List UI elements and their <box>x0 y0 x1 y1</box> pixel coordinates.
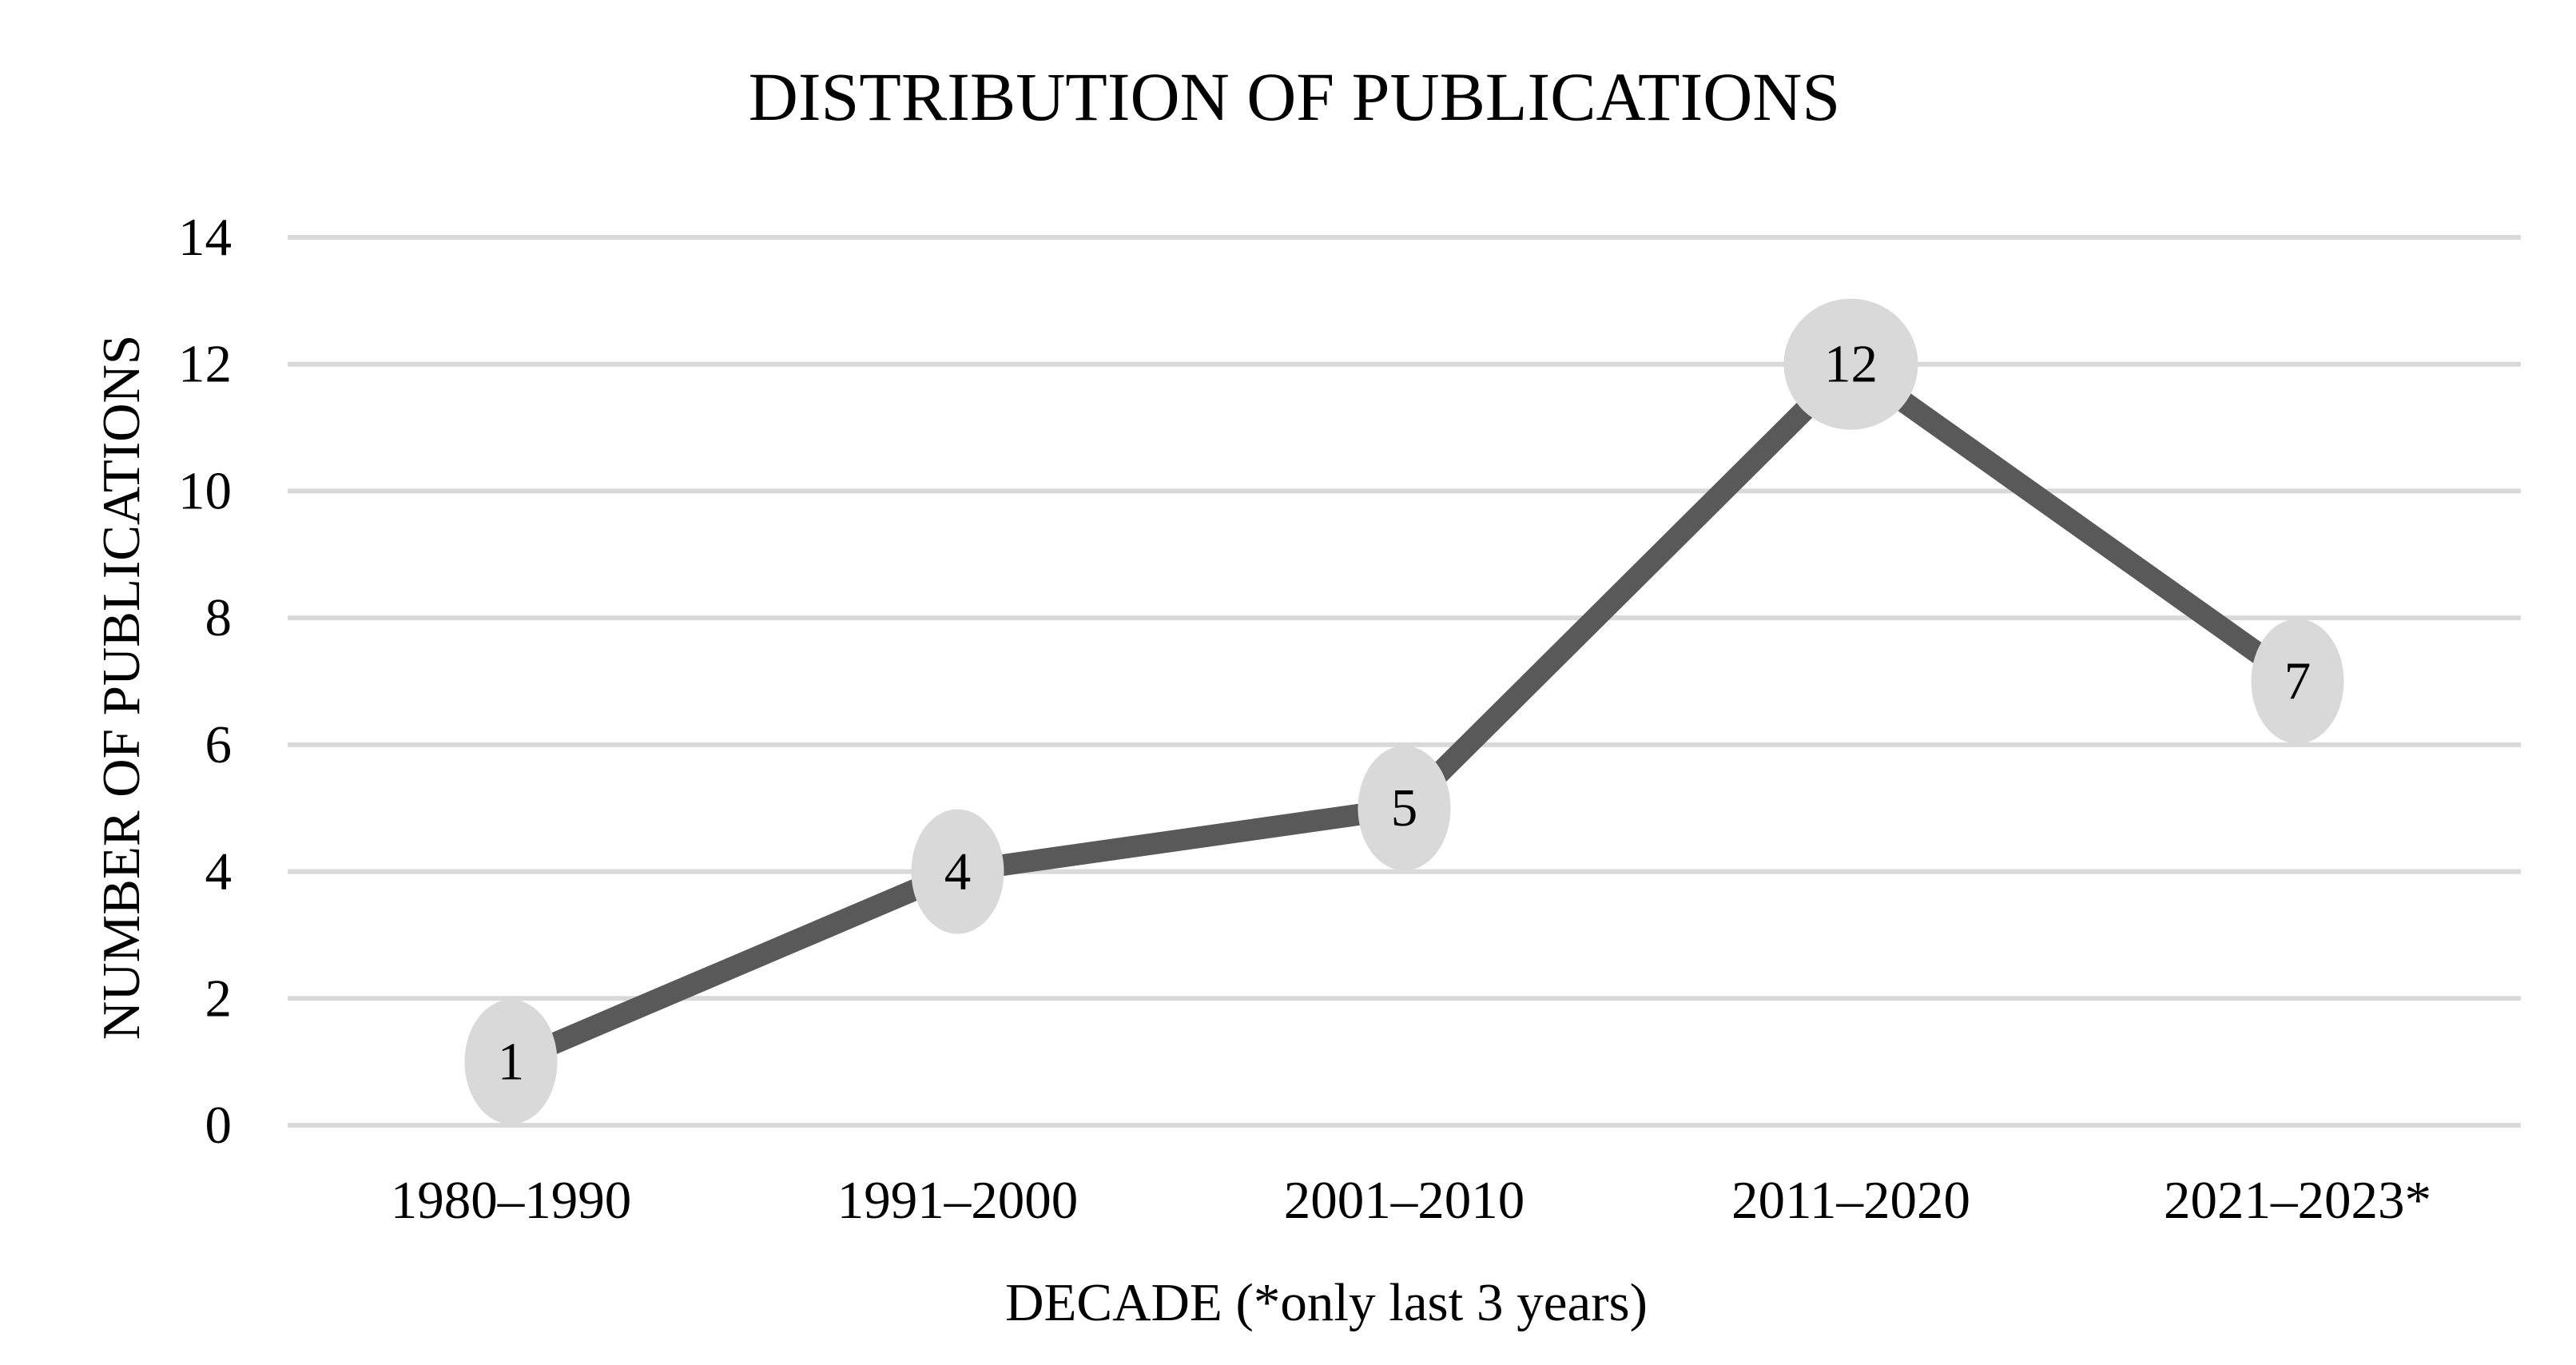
y-tick-label: 2 <box>205 969 233 1028</box>
data-point-bubble <box>2251 619 2344 744</box>
data-point-label: 7 <box>2284 652 2312 711</box>
gridlines <box>288 235 2521 1128</box>
data-point-label: 12 <box>1824 335 1878 394</box>
y-tick-label: 4 <box>205 842 233 901</box>
x-tick-label: 1980–1990 <box>391 1171 632 1230</box>
x-tick-label: 2001–2010 <box>1284 1171 1525 1230</box>
y-tick-label: 12 <box>178 335 232 394</box>
data-point-label: 4 <box>944 842 972 901</box>
data-point-label: 5 <box>1391 778 1418 838</box>
x-tick-label: 2021–2023* <box>2164 1171 2431 1230</box>
data-point-bubble <box>1358 746 1451 871</box>
data-point-bubble <box>1783 298 1918 430</box>
x-axis-tick-labels: 1980–1990 1991–2000 2001–2010 2011–2020 2021… <box>391 1171 2431 1230</box>
y-tick-label: 10 <box>178 461 232 520</box>
y-tick-label: 0 <box>205 1096 233 1155</box>
y-axis-title: NUMBER OF PUBLICATIONS <box>92 335 151 1040</box>
chart-title: DISTRIBUTION OF PUBLICATIONS <box>749 58 1841 135</box>
y-axis-tick-labels: 0 2 4 6 8 10 12 14 <box>178 208 232 1155</box>
x-axis-title: DECADE (*only last 3 years) <box>1005 1273 1648 1332</box>
x-tick-label: 1991–2000 <box>837 1171 1079 1230</box>
y-tick-label: 14 <box>178 208 232 267</box>
data-point-label: 1 <box>498 1033 525 1092</box>
data-point-bubble <box>464 999 558 1124</box>
data-point-bubbles: 1 4 5 12 7 <box>464 298 2344 1124</box>
x-tick-label: 2011–2020 <box>1731 1171 1970 1230</box>
y-tick-label: 6 <box>205 715 233 774</box>
y-tick-label: 8 <box>205 588 233 647</box>
data-line <box>507 350 2304 1072</box>
data-point-bubble <box>911 809 1004 934</box>
